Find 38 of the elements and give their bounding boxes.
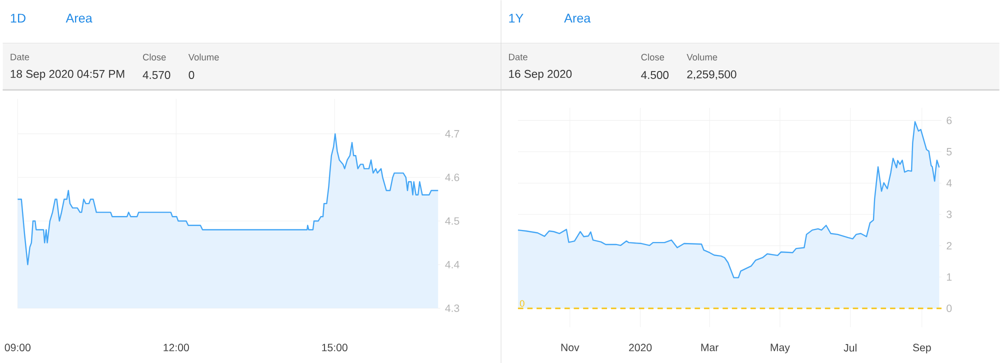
x-tick-label: Jul — [844, 344, 856, 352]
text: Volume — [686, 54, 718, 60]
x-tick-label: Sep — [912, 344, 931, 354]
text: 2,259,500 — [687, 70, 736, 80]
y-tick-label: 4.7 — [445, 130, 460, 138]
text: Volume — [188, 54, 219, 60]
ref-line-label: 0 — [520, 300, 524, 307]
x-tick-label: 2020 — [629, 344, 652, 352]
x-tick-label: 12:00 — [164, 344, 189, 352]
y-tick-label: 4.6 — [445, 174, 460, 182]
x-tick-label: Mar — [701, 344, 718, 352]
y-tick-label: 3 — [946, 210, 952, 218]
y-tick-label: 4.3 — [445, 304, 460, 312]
y-tick-label: 2 — [946, 242, 952, 250]
y-tick-label: 0 — [946, 304, 952, 312]
text: Area — [66, 14, 92, 22]
text: 18 Sep 2020 04:57 PM — [10, 70, 124, 80]
y-tick-label: 1 — [947, 273, 952, 281]
y-tick-label: 5 — [946, 148, 952, 156]
text: Date — [509, 54, 528, 60]
y-tick-label: 6 — [946, 116, 952, 124]
text: 16 Sep 2020 — [509, 70, 572, 80]
text: Close — [142, 54, 166, 60]
text: 4.500 — [641, 70, 669, 79]
text: 1D — [10, 14, 26, 22]
x-tick-label: 09:00 — [4, 344, 31, 352]
x-tick-label: Nov — [561, 344, 580, 352]
y-tick-label: 4 — [946, 179, 952, 187]
y-tick-label: 4.5 — [445, 217, 460, 225]
y-tick-label: 4.4 — [445, 260, 460, 268]
text: 1Y — [509, 14, 524, 22]
text: 0 — [188, 70, 194, 79]
text: Close — [641, 54, 664, 60]
text: 4.570 — [142, 70, 170, 79]
text: Date — [10, 54, 30, 60]
text: Area — [564, 14, 591, 22]
x-tick-label: May — [770, 344, 790, 354]
x-tick-label: 15:00 — [322, 344, 348, 352]
